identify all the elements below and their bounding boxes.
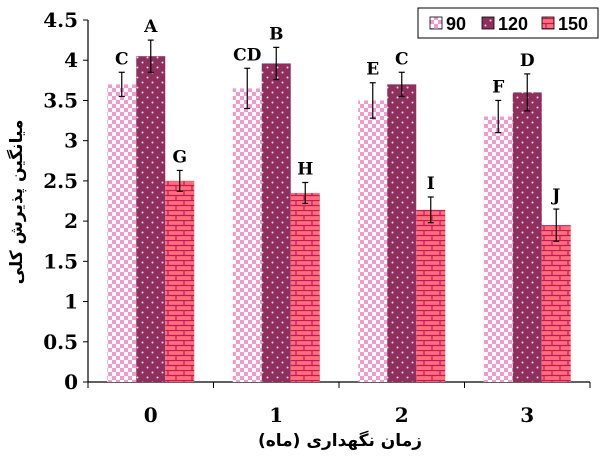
- legend-swatch-90: [429, 16, 443, 30]
- bar-150-cat-0: [165, 180, 195, 382]
- bar-90-cat-0: [107, 84, 137, 382]
- bar-120-cat-3: [512, 92, 542, 383]
- y-tick-label: 4: [64, 48, 78, 72]
- bar-90-cat-1: [232, 88, 262, 382]
- x-tick-label: 3: [520, 403, 534, 427]
- legend-swatch-120: [481, 16, 495, 30]
- y-tick-label: 0.5: [43, 330, 78, 354]
- legend-label-120: 120: [498, 14, 528, 34]
- x-axis-title: زمان نگهداری (ماه): [258, 430, 422, 451]
- bar-90-cat-3: [483, 116, 513, 383]
- y-axis-label: میانگین پذیرش کلی: [6, 120, 27, 285]
- legend: 90 120 150: [417, 7, 599, 39]
- y-axis-title: میانگین پذیرش کلی: [6, 120, 27, 285]
- data-label: H: [297, 159, 313, 179]
- y-tick-label: 2: [64, 209, 78, 233]
- y-tick-label: 3: [64, 129, 78, 153]
- bar-150-cat-3: [541, 225, 571, 382]
- bar-120-cat-1: [261, 63, 291, 382]
- bar-150-cat-1: [290, 192, 320, 382]
- data-label: B: [269, 24, 283, 44]
- data-label: D: [520, 51, 535, 71]
- bar-90-cat-2: [358, 100, 388, 382]
- data-label: E: [366, 60, 379, 80]
- legend-box: [417, 7, 599, 39]
- y-tick-label: 1.5: [43, 249, 78, 273]
- y-tick-label: 1: [64, 290, 78, 314]
- x-tick-label: 0: [144, 403, 158, 427]
- data-label: C: [395, 49, 409, 69]
- x-tick-label: 2: [395, 403, 409, 427]
- legend-label-150: 150: [558, 14, 588, 34]
- data-label: G: [172, 147, 187, 167]
- bar-120-cat-0: [136, 56, 166, 382]
- x-tick-label: 1: [269, 403, 283, 427]
- y-tick-label: 3.5: [43, 88, 78, 112]
- data-label: C: [115, 49, 129, 69]
- bar-120-cat-2: [387, 84, 417, 382]
- legend-swatch-150: [541, 16, 555, 30]
- data-label: J: [550, 186, 560, 206]
- y-tick-label: 2.5: [43, 169, 78, 193]
- y-tick-label: 4.5: [43, 8, 78, 32]
- legend-label-90: 90: [446, 14, 466, 34]
- data-label: CD: [233, 45, 262, 65]
- data-label: I: [427, 174, 435, 194]
- data-label: A: [143, 17, 158, 37]
- data-label: F: [492, 77, 504, 97]
- y-tick-label: 0: [64, 370, 78, 394]
- bar-150-cat-2: [416, 209, 446, 382]
